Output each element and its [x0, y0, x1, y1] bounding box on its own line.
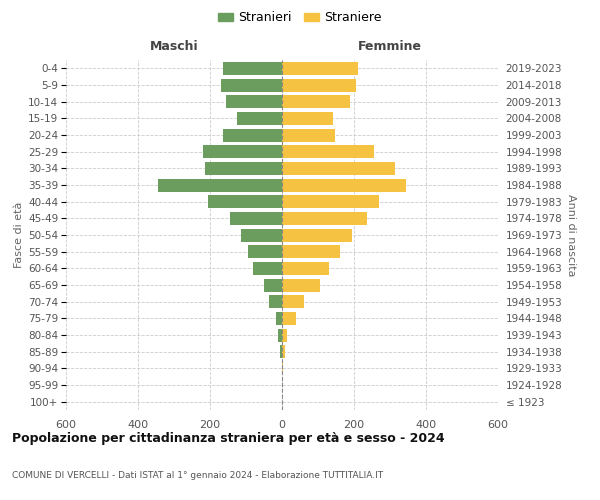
Bar: [237, 112, 282, 125]
Bar: [253, 262, 282, 275]
Bar: [282, 62, 358, 75]
Bar: [275, 312, 282, 325]
Bar: [221, 78, 282, 92]
Bar: [282, 195, 379, 208]
Bar: [282, 128, 335, 141]
Bar: [282, 345, 285, 358]
Bar: [282, 278, 320, 291]
Bar: [282, 162, 395, 175]
Bar: [223, 128, 282, 141]
Bar: [203, 145, 282, 158]
Bar: [230, 212, 282, 225]
Bar: [205, 162, 282, 175]
Bar: [208, 195, 282, 208]
Bar: [248, 245, 282, 258]
Bar: [269, 295, 282, 308]
Bar: [282, 212, 367, 225]
Bar: [223, 62, 282, 75]
Bar: [278, 328, 282, 342]
Text: COMUNE DI VERCELLI - Dati ISTAT al 1° gennaio 2024 - Elaborazione TUTTITALIA.IT: COMUNE DI VERCELLI - Dati ISTAT al 1° ge…: [12, 471, 383, 480]
Bar: [282, 112, 333, 125]
Bar: [282, 362, 283, 375]
Bar: [282, 312, 296, 325]
Bar: [264, 278, 282, 291]
Bar: [282, 328, 287, 342]
Y-axis label: Fasce di età: Fasce di età: [14, 202, 24, 268]
Bar: [282, 262, 329, 275]
Bar: [282, 245, 340, 258]
Bar: [241, 228, 282, 241]
Text: Maschi: Maschi: [149, 40, 199, 52]
Bar: [282, 145, 374, 158]
Bar: [282, 95, 350, 108]
Text: Femmine: Femmine: [358, 40, 422, 52]
Bar: [282, 78, 356, 92]
Legend: Stranieri, Straniere: Stranieri, Straniere: [213, 6, 387, 29]
Bar: [282, 295, 304, 308]
Bar: [282, 228, 352, 241]
Bar: [158, 178, 282, 192]
Bar: [280, 345, 282, 358]
Text: Popolazione per cittadinanza straniera per età e sesso - 2024: Popolazione per cittadinanza straniera p…: [12, 432, 445, 445]
Bar: [282, 178, 406, 192]
Bar: [226, 95, 282, 108]
Y-axis label: Anni di nascita: Anni di nascita: [566, 194, 576, 276]
